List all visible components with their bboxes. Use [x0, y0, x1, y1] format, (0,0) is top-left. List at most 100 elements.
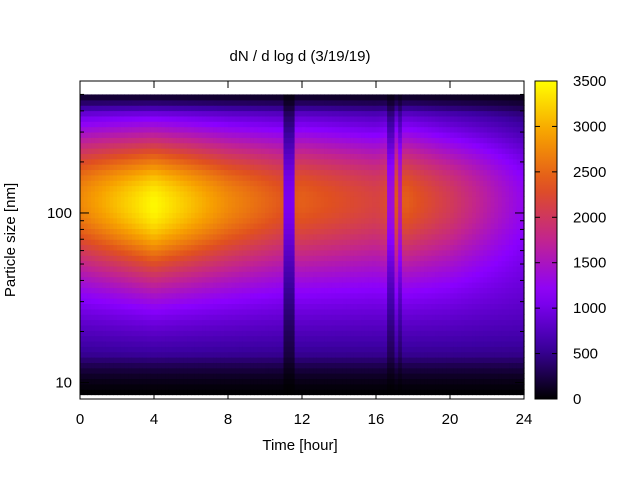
heatmap-cell: [117, 174, 122, 181]
heatmap-cell: [231, 190, 236, 197]
heatmap-cell: [102, 131, 107, 138]
heatmap-cell: [109, 265, 114, 272]
heatmap-cell: [105, 206, 111, 213]
heatmap-cell: [135, 180, 140, 187]
heatmap-cell: [102, 340, 107, 347]
heatmap-cell: [320, 383, 325, 390]
heatmap-cell: [94, 255, 100, 262]
heatmap-cell: [220, 367, 225, 374]
heatmap-cell: [146, 298, 151, 305]
heatmap-cell: [353, 190, 359, 197]
heatmap-cell: [320, 115, 325, 122]
heatmap-cell: [194, 94, 199, 101]
heatmap-cell: [113, 164, 118, 171]
heatmap-cell: [94, 260, 100, 267]
heatmap-cell: [120, 244, 125, 251]
heatmap-cell: [265, 185, 270, 192]
heatmap-cell: [287, 373, 292, 380]
heatmap-cell: [368, 228, 373, 235]
heatmap-cell: [316, 389, 322, 396]
heatmap-cell: [279, 217, 285, 224]
heatmap-cell: [394, 378, 399, 385]
heatmap-cell: [353, 206, 359, 213]
heatmap-cell: [176, 105, 181, 112]
heatmap-cell: [335, 148, 340, 154]
heatmap-cell: [372, 314, 377, 321]
heatmap-cell: [361, 217, 366, 224]
heatmap-cell: [102, 223, 107, 230]
heatmap-cell: [298, 367, 303, 374]
heatmap-cell: [161, 281, 166, 288]
heatmap-cell: [287, 190, 292, 197]
heatmap-cell: [324, 260, 329, 267]
heatmap-cell: [353, 217, 359, 224]
heatmap-cell: [261, 324, 266, 331]
heatmap-cell: [268, 228, 273, 235]
heatmap-cell: [117, 126, 122, 133]
heatmap-cell: [357, 174, 362, 181]
heatmap-cell: [335, 121, 340, 128]
heatmap-cell: [142, 298, 148, 305]
heatmap-cell: [261, 169, 266, 176]
heatmap-cell: [179, 190, 185, 197]
heatmap-cell: [372, 201, 377, 208]
heatmap-cell: [283, 239, 288, 246]
heatmap-cell: [228, 212, 233, 219]
heatmap-cell: [335, 185, 340, 192]
heatmap-cell: [350, 255, 355, 262]
heatmap-cell: [368, 137, 373, 144]
heatmap-cell: [157, 265, 162, 272]
heatmap-cell: [272, 126, 277, 133]
heatmap-cell: [202, 362, 207, 369]
heatmap-cell: [242, 367, 248, 374]
heatmap-cell: [142, 142, 148, 149]
heatmap-cell: [113, 239, 118, 246]
heatmap-cell: [135, 308, 140, 315]
heatmap-cell: [346, 228, 351, 235]
heatmap-cell: [187, 233, 192, 240]
heatmap-cell: [405, 201, 410, 208]
heatmap-cell: [120, 367, 125, 374]
heatmap-cell: [376, 137, 381, 144]
heatmap-cell: [194, 303, 199, 310]
heatmap-cell: [205, 239, 211, 246]
heatmap-cell: [309, 271, 314, 278]
heatmap-cell: [405, 206, 410, 213]
heatmap-cell: [216, 265, 222, 272]
heatmap-cell: [183, 94, 188, 101]
heatmap-cell: [405, 265, 410, 272]
heatmap-cell: [316, 378, 322, 385]
heatmap-cell: [191, 99, 196, 106]
heatmap-cell: [128, 351, 133, 358]
heatmap-cell: [309, 121, 314, 128]
heatmap-cell: [91, 239, 96, 246]
heatmap-cell: [128, 271, 133, 278]
heatmap-cell: [276, 324, 281, 331]
heatmap-cell: [87, 351, 92, 358]
heatmap-cell: [139, 217, 144, 224]
heatmap-cell: [387, 276, 392, 283]
heatmap-cell: [279, 249, 285, 256]
heatmap-cell: [183, 324, 188, 331]
heatmap-cell: [150, 158, 155, 165]
heatmap-cell: [187, 389, 192, 396]
heatmap-cell: [364, 271, 370, 278]
heatmap-cell: [165, 389, 170, 396]
heatmap-cell: [105, 244, 111, 251]
heatmap-cell: [135, 201, 140, 208]
heatmap-cell: [161, 389, 166, 396]
heatmap-cell: [213, 308, 218, 315]
heatmap-cell: [261, 319, 266, 326]
heatmap-cell: [290, 217, 296, 224]
heatmap-cell: [139, 223, 144, 230]
heatmap-cell: [109, 271, 114, 278]
heatmap-cell: [172, 308, 177, 315]
heatmap-cell: [376, 115, 381, 122]
heatmap-cell: [194, 201, 199, 208]
heatmap-cell: [331, 190, 336, 197]
heatmap-cell: [253, 121, 259, 128]
heatmap-cell: [331, 110, 336, 117]
heatmap-cell: [261, 148, 266, 154]
heatmap-cell: [316, 330, 322, 337]
heatmap-cell: [290, 357, 296, 363]
